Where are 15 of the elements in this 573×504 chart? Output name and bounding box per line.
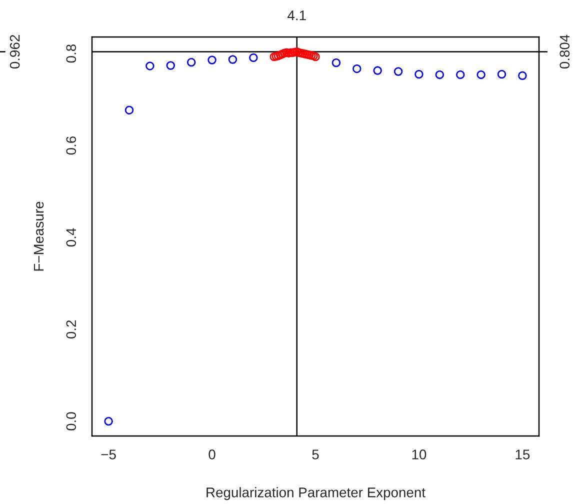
ref-line-label: 0.804 [560, 34, 570, 69]
x-axis-title: Regularization Parameter Exponent [206, 487, 426, 500]
x-tick-label: 15 [516, 450, 530, 460]
y-tick-label: 0.4 [66, 228, 76, 247]
x-tick-label: 5 [312, 450, 319, 460]
ref-line-label: 4.1 [288, 10, 306, 20]
y-axis-title: F−Measure [34, 202, 44, 271]
text: 0.962 [10, 35, 20, 69]
y-tick-label: 0.0 [66, 412, 76, 430]
y-tick-label: 0.8 [66, 44, 76, 63]
y-tick-label: 0.6 [66, 136, 76, 155]
y-tick-label: 0.2 [66, 320, 76, 338]
x-tick-label: 0 [208, 450, 216, 460]
x-tick-label: 10 [412, 450, 426, 460]
x-tick-label: −5 [101, 450, 116, 460]
